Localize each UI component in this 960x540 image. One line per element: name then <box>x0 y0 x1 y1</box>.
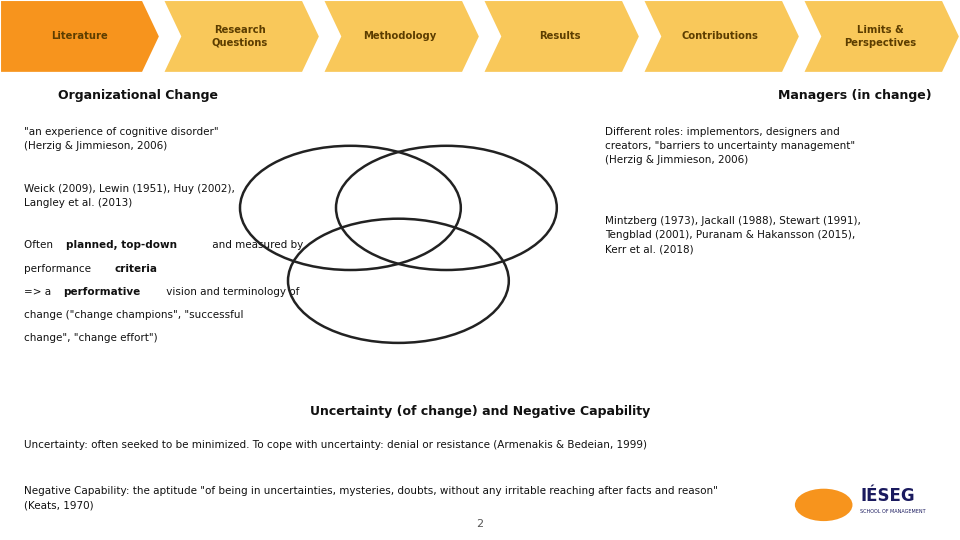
Polygon shape <box>483 0 640 73</box>
Polygon shape <box>803 0 960 73</box>
Text: criteria: criteria <box>114 264 157 274</box>
Text: Different roles: implementors, designers and
creators, "barriers to uncertainty : Different roles: implementors, designers… <box>605 127 855 165</box>
Text: Uncertainty: often seeked to be minimized. To cope with uncertainty: denial or r: Uncertainty: often seeked to be minimize… <box>24 440 647 450</box>
Text: planned, top-down: planned, top-down <box>65 240 177 251</box>
Text: Mintzberg (1973), Jackall (1988), Stewart (1991),
Tengblad (2001), Puranam & Hak: Mintzberg (1973), Jackall (1988), Stewar… <box>605 216 861 254</box>
Text: Often: Often <box>24 240 57 251</box>
Text: and measured by: and measured by <box>209 240 303 251</box>
Text: Methodology: Methodology <box>364 31 437 42</box>
Text: Contributions: Contributions <box>682 31 758 42</box>
Text: performative: performative <box>63 287 140 297</box>
Polygon shape <box>323 0 480 73</box>
Text: 2: 2 <box>476 519 484 529</box>
Text: Literature: Literature <box>52 31 108 42</box>
Text: change ("change champions", "successful: change ("change champions", "successful <box>24 310 244 320</box>
Text: Research
Questions: Research Questions <box>212 25 268 48</box>
Text: Organizational Change: Organizational Change <box>58 89 218 102</box>
Polygon shape <box>163 0 320 73</box>
Text: SCHOOL OF MANAGEMENT: SCHOOL OF MANAGEMENT <box>860 509 925 515</box>
Text: change", "change effort"): change", "change effort") <box>24 333 157 343</box>
Text: => a: => a <box>24 287 55 297</box>
Text: IÉSEG: IÉSEG <box>860 487 915 505</box>
Text: performance: performance <box>24 264 94 274</box>
Text: Negative Capability: the aptitude "of being in uncertainties, mysteries, doubts,: Negative Capability: the aptitude "of be… <box>24 486 718 510</box>
Polygon shape <box>0 0 160 73</box>
Text: Managers (in change): Managers (in change) <box>778 89 931 102</box>
Text: Limits &
Perspectives: Limits & Perspectives <box>844 25 916 48</box>
Text: "an experience of cognitive disorder"
(Herzig & Jimmieson, 2006): "an experience of cognitive disorder" (H… <box>24 127 219 151</box>
Text: Uncertainty (of change) and Negative Capability: Uncertainty (of change) and Negative Cap… <box>310 405 650 418</box>
Text: Results: Results <box>540 31 581 42</box>
Circle shape <box>795 489 852 521</box>
Polygon shape <box>643 0 800 73</box>
Text: Weick (2009), Lewin (1951), Huy (2002),
Langley et al. (2013): Weick (2009), Lewin (1951), Huy (2002), … <box>24 184 235 207</box>
Text: vision and terminology of: vision and terminology of <box>163 287 300 297</box>
